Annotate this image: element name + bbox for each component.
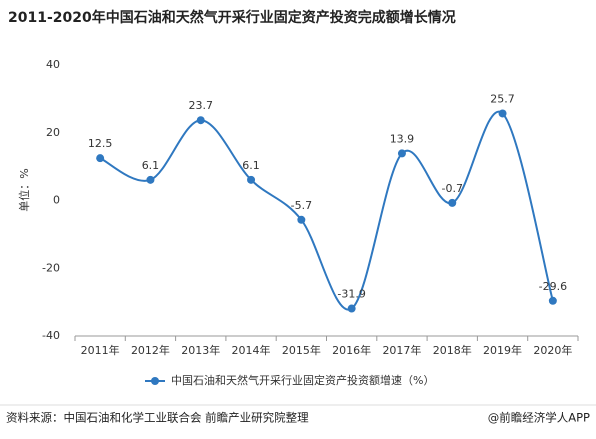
x-tick-label: 2016年 xyxy=(332,343,371,357)
x-tick-label: 2011年 xyxy=(81,343,120,357)
data-point xyxy=(297,215,306,224)
y-tick-label: -20 xyxy=(42,261,60,274)
value-label: -0.7 xyxy=(442,182,463,195)
data-point xyxy=(397,149,406,158)
x-tick-label: 2012年 xyxy=(131,343,170,357)
x-tick-label: 2014年 xyxy=(232,343,271,357)
source: 资料来源：中国石油和化学工业联合会 前瞻产业研究院整理 xyxy=(6,411,309,425)
x-tick-label: 2013年 xyxy=(181,343,220,357)
value-label: -5.7 xyxy=(291,199,312,212)
y-tick-label: -40 xyxy=(42,329,60,342)
data-point xyxy=(448,198,457,207)
data-point xyxy=(548,296,557,305)
y-tick-label: 20 xyxy=(46,126,60,139)
value-label: -29.6 xyxy=(539,280,567,293)
x-tick-label: 2019年 xyxy=(483,343,522,357)
value-label: 25.7 xyxy=(490,92,515,105)
y-tick-label: 0 xyxy=(53,194,60,207)
value-label: 23.7 xyxy=(189,99,214,112)
value-label: 6.1 xyxy=(242,159,260,172)
y-tick-label: 40 xyxy=(46,58,60,71)
value-label: 12.5 xyxy=(88,137,113,150)
data-point xyxy=(146,175,155,184)
value-label: 6.1 xyxy=(142,159,160,172)
value-label: 13.9 xyxy=(390,132,415,145)
series-line xyxy=(99,110,554,311)
y-axis-label: 单位：% xyxy=(17,168,31,211)
x-tick-label: 2018年 xyxy=(433,343,472,357)
chart-title: 2011-2020年中国石油和天然气开采行业固定资产投资完成额增长情况 xyxy=(8,9,456,26)
data-point xyxy=(347,304,356,313)
credit: @前瞻经济学人APP xyxy=(488,411,590,425)
data-point xyxy=(96,154,105,163)
data-point xyxy=(196,116,205,125)
data-point xyxy=(498,109,507,118)
x-tick-label: 2015年 xyxy=(282,343,321,357)
value-label: -31.9 xyxy=(337,288,365,301)
legend-marker xyxy=(151,377,159,385)
x-tick-label: 2020年 xyxy=(533,343,572,357)
legend-label: 中国石油和天然气开采行业固定资产投资额增速（%） xyxy=(171,373,434,387)
x-tick-label: 2017年 xyxy=(382,343,421,357)
data-point xyxy=(247,175,256,184)
